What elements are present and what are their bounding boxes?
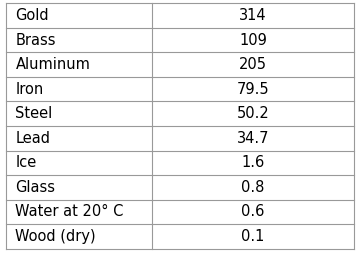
Text: 79.5: 79.5 (237, 82, 269, 97)
Text: 205: 205 (239, 57, 267, 72)
Text: Steel: Steel (15, 106, 53, 121)
Text: Ice: Ice (15, 155, 37, 170)
Text: 0.8: 0.8 (241, 180, 265, 195)
Text: 0.6: 0.6 (241, 205, 265, 219)
Text: Brass: Brass (15, 33, 56, 48)
Text: Gold: Gold (15, 8, 49, 23)
Text: Glass: Glass (15, 180, 55, 195)
Text: Lead: Lead (15, 131, 50, 146)
Text: 50.2: 50.2 (237, 106, 269, 121)
Text: 314: 314 (239, 8, 267, 23)
Text: 109: 109 (239, 33, 267, 48)
Text: Water at 20° C: Water at 20° C (15, 205, 124, 219)
Text: 1.6: 1.6 (241, 155, 265, 170)
Text: Aluminum: Aluminum (15, 57, 90, 72)
Text: Iron: Iron (15, 82, 44, 97)
Text: Wood (dry): Wood (dry) (15, 229, 96, 244)
Text: 34.7: 34.7 (237, 131, 269, 146)
Text: 0.1: 0.1 (241, 229, 265, 244)
